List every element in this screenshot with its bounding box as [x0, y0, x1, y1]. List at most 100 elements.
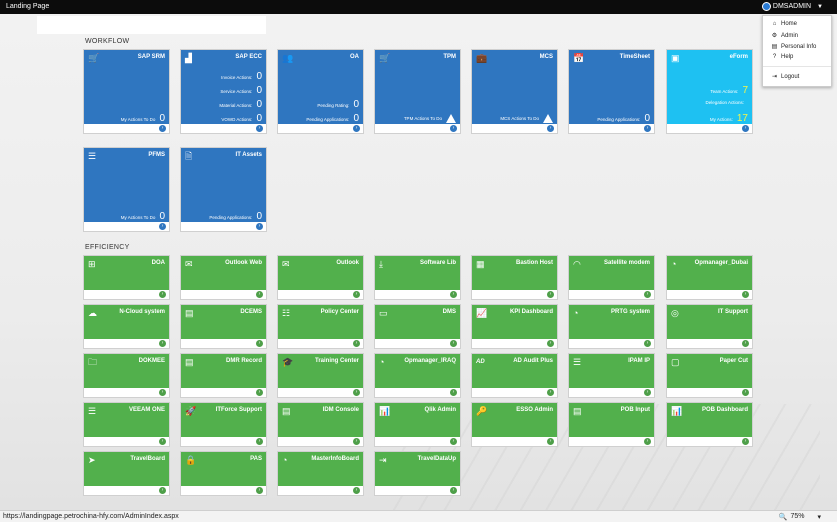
arrow-circle-right-icon[interactable]: ›	[256, 487, 263, 494]
users-icon: 👥	[282, 53, 294, 63]
arrow-circle-right-icon[interactable]: ›	[256, 291, 263, 298]
arrow-circle-right-icon[interactable]: ›	[742, 389, 749, 396]
efficiency-tile-doa[interactable]: ⊞ DOA ›	[83, 255, 170, 300]
efficiency-tile-esso-admin[interactable]: 🔑 ESSO Admin ›	[471, 402, 558, 447]
arrow-circle-right-icon[interactable]: ›	[644, 125, 651, 132]
efficiency-tile-idm-console[interactable]: ▤ IDM Console ›	[277, 402, 364, 447]
efficiency-tile-dokmee[interactable]: 🗀 DOKMEE ›	[83, 353, 170, 398]
efficiency-tile-veeam-one[interactable]: ☰ VEEAM ONE ›	[83, 402, 170, 447]
arrow-circle-right-icon[interactable]: ›	[547, 125, 554, 132]
efficiency-tile-traveldataup[interactable]: ⇥ TravelDataUp ›	[374, 451, 461, 496]
workflow-tile-pfms[interactable]: ☰ PFMS My Actions To Do 0 ›	[83, 147, 170, 232]
arrow-circle-right-icon[interactable]: ›	[159, 438, 166, 445]
efficiency-tile-dmr-record[interactable]: ▤ DMR Record ›	[180, 353, 267, 398]
arrow-circle-right-icon[interactable]: ›	[256, 438, 263, 445]
workflow-tile-mcs[interactable]: 💼 MCS MCS Actions To Do ›	[471, 49, 558, 134]
tile-face: 🚀 ITForce Support	[181, 403, 266, 437]
user-menu-item-help[interactable]: ? Help	[771, 54, 794, 60]
efficiency-tile-opmanager-iraq[interactable]: ◔ Opmanager_IRAQ ›	[374, 353, 461, 398]
efficiency-tile-training-center[interactable]: 🎓 Training Center ›	[277, 353, 364, 398]
efficiency-tile-prtg-system[interactable]: ◔ PRTG system ›	[568, 304, 655, 349]
arrow-circle-right-icon[interactable]: ›	[159, 340, 166, 347]
efficiency-tile-paper-cut[interactable]: ▢ Paper Cut ›	[666, 353, 753, 398]
efficiency-tile-outlook[interactable]: ✉ Outlook ›	[277, 255, 364, 300]
zoom-control[interactable]: 🔍 75% ▾	[779, 513, 821, 521]
efficiency-tile-pob-dashboard[interactable]: 📊 POB Dashboard ›	[666, 402, 753, 447]
arrow-circle-right-icon[interactable]: ›	[547, 340, 554, 347]
arrow-circle-right-icon[interactable]: ›	[450, 291, 457, 298]
arrow-circle-right-icon[interactable]: ›	[159, 125, 166, 132]
arrow-circle-right-icon[interactable]: ›	[353, 438, 360, 445]
arrow-circle-right-icon[interactable]: ›	[256, 125, 263, 132]
efficiency-tile-pob-input[interactable]: ▤ POB Input ›	[568, 402, 655, 447]
workflow-tile-eform[interactable]: ▣ eForm Team Actions: 7 Delegation Actions: M…	[666, 49, 753, 134]
efficiency-tile-masterinfoboard[interactable]: ◔ MasterInfoBoard ›	[277, 451, 364, 496]
arrow-circle-right-icon[interactable]: ›	[353, 487, 360, 494]
tile-stat-value: 0	[256, 85, 262, 96]
arrow-circle-right-icon[interactable]: ›	[742, 125, 749, 132]
arrow-circle-right-icon[interactable]: ›	[353, 389, 360, 396]
arrow-circle-right-icon[interactable]: ›	[159, 223, 166, 230]
arrow-circle-right-icon[interactable]: ›	[644, 438, 651, 445]
user-menu-toggle[interactable]: DMSADMIN ▼	[761, 2, 823, 11]
arrow-circle-right-icon[interactable]: ›	[159, 291, 166, 298]
workflow-tile-sap-srm[interactable]: 🛒 SAP SRM My Actions To Do 0 ›	[83, 49, 170, 134]
arrow-circle-right-icon[interactable]: ›	[547, 291, 554, 298]
arrow-circle-right-icon[interactable]: ›	[450, 487, 457, 494]
efficiency-tile-ipam-ip[interactable]: ☰ IPAM IP ›	[568, 353, 655, 398]
efficiency-tile-dms[interactable]: ▭ DMS ›	[374, 304, 461, 349]
arrow-circle-right-icon[interactable]: ›	[644, 389, 651, 396]
arrow-circle-right-icon[interactable]: ›	[450, 340, 457, 347]
efficiency-tile-policy-center[interactable]: ☷ Policy Center ›	[277, 304, 364, 349]
workflow-tile-timesheet[interactable]: 📅 TimeSheet Pending Applications: 0 ›	[568, 49, 655, 134]
search-box[interactable]	[37, 16, 266, 34]
arrow-circle-right-icon[interactable]: ›	[547, 438, 554, 445]
tile-title: Training Center	[314, 358, 359, 364]
tile-face: ◔ PRTG system	[569, 305, 654, 339]
efficiency-tile-bastion-host[interactable]: ▦ Bastion Host ›	[471, 255, 558, 300]
workflow-tile-sap-ecc[interactable]: ▟ SAP ECC Invoice Actions: 0 Service Actions…	[180, 49, 267, 134]
arrow-circle-right-icon[interactable]: ›	[450, 389, 457, 396]
user-menu-item-home[interactable]: ⌂ Home	[771, 21, 797, 27]
arrow-circle-right-icon[interactable]: ›	[450, 438, 457, 445]
arrow-circle-right-icon[interactable]: ›	[644, 340, 651, 347]
arrow-circle-right-icon[interactable]: ›	[644, 291, 651, 298]
dashboard-icon: ◔	[573, 308, 579, 318]
efficiency-tile-qlik-admin[interactable]: 📊 Qlik Admin ›	[374, 402, 461, 447]
arrow-circle-right-icon[interactable]: ›	[256, 223, 263, 230]
efficiency-tile-dcems[interactable]: ▤ DCEMS ›	[180, 304, 267, 349]
workflow-tile-oa[interactable]: 👥 OA Pending Rating: 0 Pending Applications:…	[277, 49, 364, 134]
tile-title: DMR Record	[225, 358, 262, 364]
efficiency-tile-it-support[interactable]: ◎ IT Support ›	[666, 304, 753, 349]
efficiency-tile-pas[interactable]: 🔒 PAS ›	[180, 451, 267, 496]
efficiency-tile-ad-audit-plus[interactable]: AD AD Audit Plus ›	[471, 353, 558, 398]
cloud-icon: ☁	[88, 308, 97, 318]
workflow-tile-tpm[interactable]: 🛒 TPM TPM Actions To Do ›	[374, 49, 461, 134]
efficiency-tile-travelboard[interactable]: ➤ TravelBoard ›	[83, 451, 170, 496]
efficiency-tile-n-cloud-system[interactable]: ☁ N-Cloud system ›	[83, 304, 170, 349]
user-menu-item-personal-info[interactable]: ▤ Personal Info	[771, 43, 817, 51]
user-menu-item-admin[interactable]: ⚙ Admin	[771, 32, 798, 40]
arrow-circle-right-icon[interactable]: ›	[353, 340, 360, 347]
efficiency-tile-kpi-dashboard[interactable]: 📈 KPI Dashboard ›	[471, 304, 558, 349]
arrow-circle-right-icon[interactable]: ›	[742, 340, 749, 347]
arrow-circle-right-icon[interactable]: ›	[353, 291, 360, 298]
arrow-circle-right-icon[interactable]: ›	[742, 291, 749, 298]
tile-face: ☰ IPAM IP	[569, 354, 654, 388]
section-workflow: WORKFLOW	[85, 38, 130, 45]
arrow-circle-right-icon[interactable]: ›	[159, 389, 166, 396]
workflow-tile-it-assets[interactable]: 🗎 IT Assets Pending Applications: 0 ›	[180, 147, 267, 232]
arrow-circle-right-icon[interactable]: ›	[547, 389, 554, 396]
arrow-circle-right-icon[interactable]: ›	[353, 125, 360, 132]
arrow-circle-right-icon[interactable]: ›	[256, 389, 263, 396]
arrow-circle-right-icon[interactable]: ›	[450, 125, 457, 132]
arrow-circle-right-icon[interactable]: ›	[742, 438, 749, 445]
efficiency-tile-outlook-web[interactable]: ✉ Outlook Web ›	[180, 255, 267, 300]
efficiency-tile-opmanager-dubai[interactable]: ◔ Opmanager_Dubai ›	[666, 255, 753, 300]
arrow-circle-right-icon[interactable]: ›	[256, 340, 263, 347]
efficiency-tile-software-lib[interactable]: ⤓ Software Lib ›	[374, 255, 461, 300]
arrow-circle-right-icon[interactable]: ›	[159, 487, 166, 494]
efficiency-tile-itforce-support[interactable]: 🚀 ITForce Support ›	[180, 402, 267, 447]
user-menu-item-logout[interactable]: ⇥ Logout	[771, 73, 799, 81]
efficiency-tile-satellite-modem[interactable]: ◠ Satellite modem ›	[568, 255, 655, 300]
